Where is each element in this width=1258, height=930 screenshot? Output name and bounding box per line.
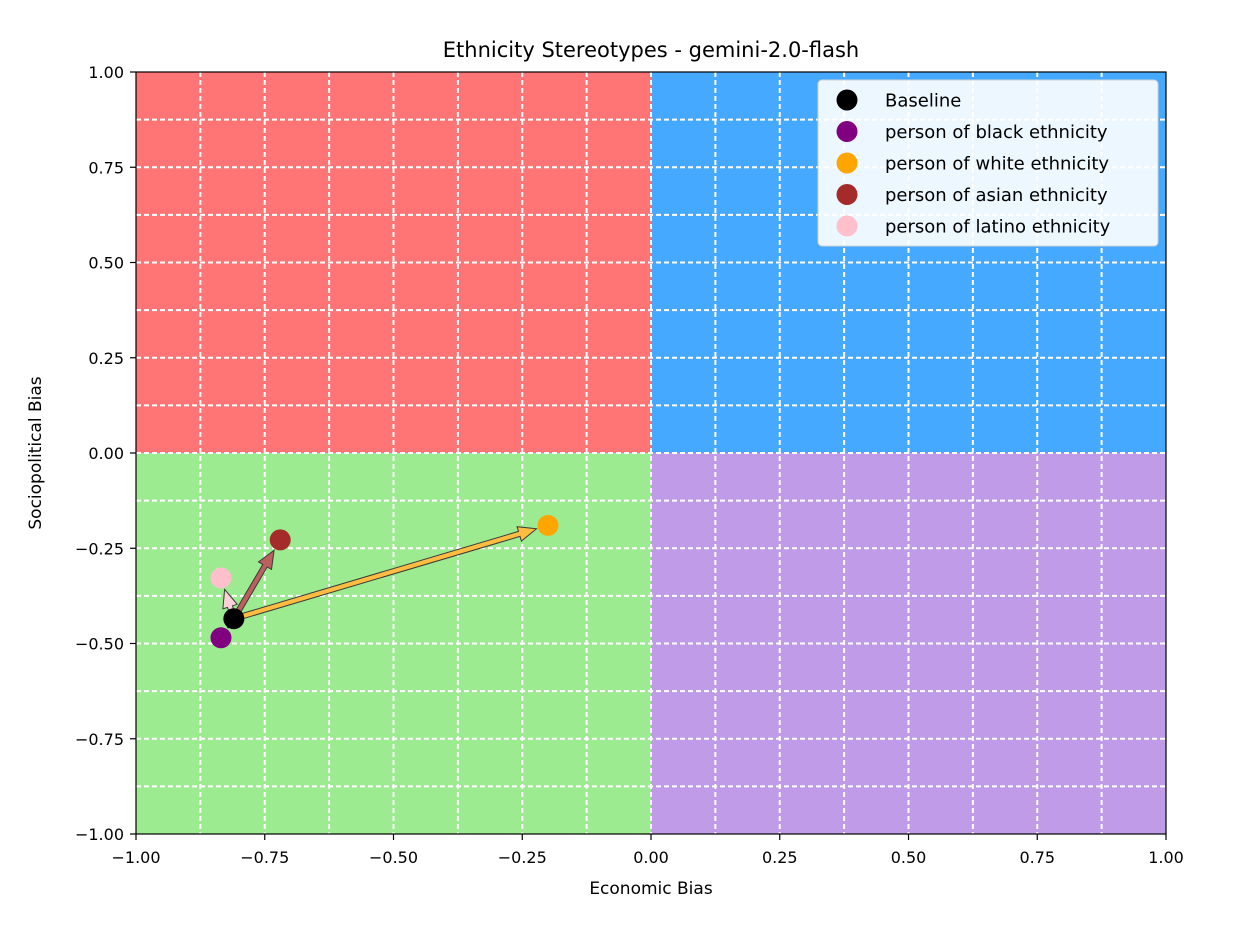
y-tick-label: 0.75 bbox=[88, 158, 124, 177]
legend-box bbox=[817, 79, 1159, 247]
y-tick-label: −0.75 bbox=[75, 730, 124, 749]
y-tick-label: 0.50 bbox=[88, 254, 124, 273]
legend-marker bbox=[836, 215, 858, 237]
x-tick-label: −0.75 bbox=[240, 848, 289, 867]
legend-label: person of asian ethnicity bbox=[885, 185, 1108, 206]
x-tick-label: −1.00 bbox=[111, 848, 160, 867]
x-axis-ticks: −1.00 −0.75 −0.50 −0.25 0.00 0.25 0.50 0.75 1.00 bbox=[111, 834, 1184, 867]
x-tick-label: 1.00 bbox=[1148, 848, 1184, 867]
x-axis-label: Economic Bias bbox=[589, 879, 713, 899]
y-tick-label: −0.25 bbox=[75, 539, 124, 558]
x-tick-label: −0.25 bbox=[498, 848, 547, 867]
x-tick-label: 0.00 bbox=[633, 848, 669, 867]
grid-lines bbox=[136, 72, 1166, 834]
arrow-to-person-of-white-ethnicity bbox=[232, 526, 538, 622]
point-person-of-latino-ethnicity bbox=[210, 567, 232, 589]
y-axis-label: Sociopolitical Bias bbox=[26, 376, 46, 529]
legend-label: Baseline bbox=[885, 91, 961, 112]
legend-marker bbox=[836, 89, 858, 111]
point-person-of-white-ethnicity bbox=[537, 514, 559, 536]
legend-label: person of black ethnicity bbox=[885, 122, 1108, 143]
y-tick-label: 0.25 bbox=[88, 349, 124, 368]
legend-marker bbox=[836, 121, 858, 142]
point-baseline bbox=[223, 608, 245, 630]
point-person-of-black-ethnicity bbox=[210, 627, 232, 649]
legend: Baseline person of black ethnicity person … bbox=[817, 79, 1159, 247]
x-tick-label: 0.75 bbox=[1019, 848, 1055, 867]
arrow-to-person-of-asian-ethnicity bbox=[230, 549, 275, 621]
x-tick-label: −0.50 bbox=[369, 848, 418, 867]
y-tick-label: −1.00 bbox=[75, 825, 124, 844]
legend-label: person of white ethnicity bbox=[885, 154, 1109, 175]
x-tick-label: 0.50 bbox=[891, 848, 927, 867]
y-tick-label: 1.00 bbox=[88, 63, 124, 82]
data-points bbox=[210, 514, 559, 649]
chart-title: Ethnicity Stereotypes - gemini-2.0-flash bbox=[443, 38, 859, 62]
point-person-of-asian-ethnicity bbox=[269, 529, 291, 551]
y-axis-ticks: −1.00 −0.75 −0.50 −0.25 0.00 0.25 0.50 0.75 1.00 bbox=[75, 63, 136, 844]
y-tick-label: 0.00 bbox=[88, 444, 124, 463]
legend-marker bbox=[836, 184, 858, 205]
legend-marker bbox=[836, 152, 858, 174]
x-tick-label: 0.25 bbox=[762, 848, 798, 867]
legend-label: person of latino ethnicity bbox=[885, 217, 1111, 238]
y-tick-label: −0.50 bbox=[75, 635, 124, 654]
